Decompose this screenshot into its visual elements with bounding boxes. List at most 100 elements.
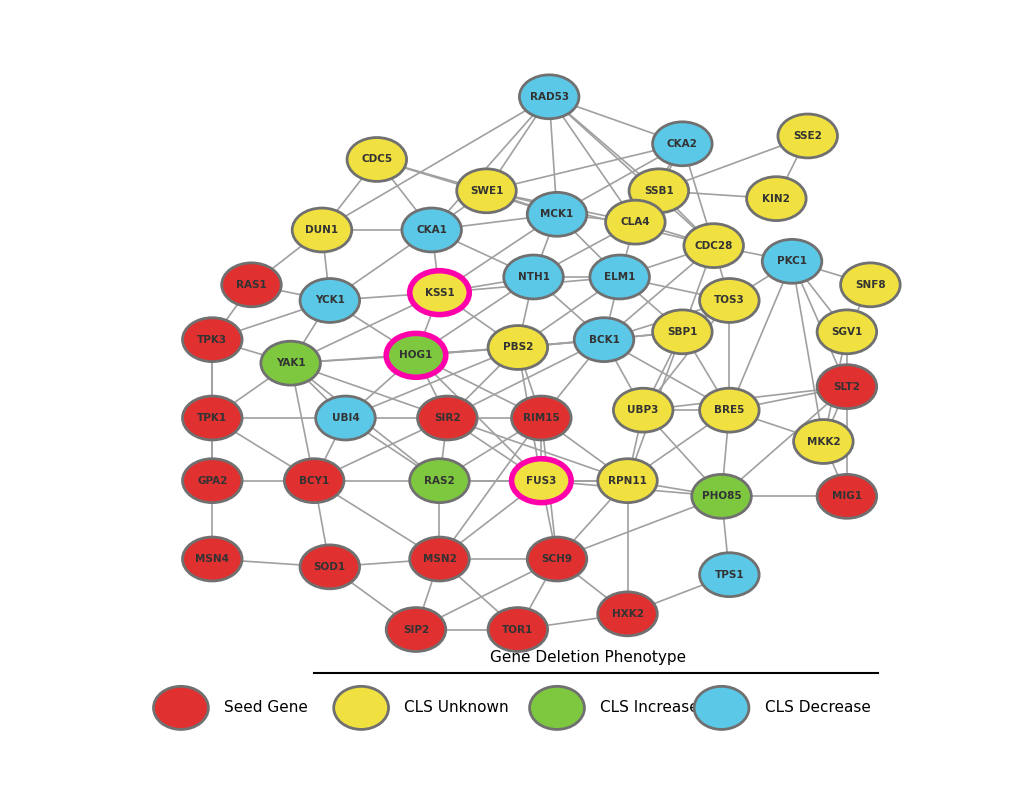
Ellipse shape xyxy=(605,200,664,244)
Ellipse shape xyxy=(386,608,445,652)
Ellipse shape xyxy=(154,686,208,729)
Text: CLS Decrease: CLS Decrease xyxy=(764,701,869,716)
Text: CLA4: CLA4 xyxy=(620,217,649,227)
Text: ELM1: ELM1 xyxy=(603,272,635,282)
Ellipse shape xyxy=(182,318,242,361)
Text: TOR1: TOR1 xyxy=(501,625,533,634)
Text: UBP3: UBP3 xyxy=(627,406,658,415)
Ellipse shape xyxy=(699,553,758,596)
Text: PHO85: PHO85 xyxy=(701,492,741,501)
Ellipse shape xyxy=(457,169,516,213)
Text: SWE1: SWE1 xyxy=(470,185,502,196)
Ellipse shape xyxy=(487,608,547,652)
Ellipse shape xyxy=(652,310,711,353)
Ellipse shape xyxy=(693,686,748,729)
Text: SLT2: SLT2 xyxy=(833,382,859,391)
Ellipse shape xyxy=(291,208,352,252)
Text: HOG1: HOG1 xyxy=(399,350,432,361)
Ellipse shape xyxy=(684,224,743,267)
Ellipse shape xyxy=(182,537,242,581)
Ellipse shape xyxy=(519,75,579,118)
Text: MKK2: MKK2 xyxy=(806,436,840,447)
Ellipse shape xyxy=(529,686,584,729)
Text: BCK1: BCK1 xyxy=(588,335,619,345)
Ellipse shape xyxy=(746,177,805,221)
Text: CLS Unknown: CLS Unknown xyxy=(404,701,508,716)
Ellipse shape xyxy=(527,537,586,581)
Text: YCK1: YCK1 xyxy=(315,296,344,305)
Text: MSN2: MSN2 xyxy=(422,554,455,564)
Ellipse shape xyxy=(699,388,758,432)
Text: CLS Increase: CLS Increase xyxy=(599,701,698,716)
Ellipse shape xyxy=(597,592,656,636)
Text: PBS2: PBS2 xyxy=(502,342,533,353)
Text: TPK1: TPK1 xyxy=(197,413,227,423)
Ellipse shape xyxy=(410,458,469,503)
Ellipse shape xyxy=(410,271,469,315)
Ellipse shape xyxy=(410,537,469,581)
Ellipse shape xyxy=(816,474,875,518)
Text: UBI4: UBI4 xyxy=(331,413,359,423)
Text: BCY1: BCY1 xyxy=(299,476,329,486)
Ellipse shape xyxy=(261,341,320,385)
Text: PKC1: PKC1 xyxy=(776,256,806,267)
Ellipse shape xyxy=(221,263,281,307)
Text: SSB1: SSB1 xyxy=(643,185,674,196)
Ellipse shape xyxy=(777,114,837,158)
Text: HXK2: HXK2 xyxy=(611,609,643,619)
Text: CKA1: CKA1 xyxy=(416,225,446,235)
Text: RPN11: RPN11 xyxy=(607,476,646,486)
Text: KIN2: KIN2 xyxy=(761,193,790,204)
Text: Seed Gene: Seed Gene xyxy=(224,701,308,716)
Text: RAS2: RAS2 xyxy=(424,476,454,486)
Text: GPA2: GPA2 xyxy=(197,476,227,486)
Text: RIM15: RIM15 xyxy=(523,413,559,423)
Ellipse shape xyxy=(589,255,649,299)
Ellipse shape xyxy=(691,474,751,518)
Ellipse shape xyxy=(527,193,586,236)
Text: KSS1: KSS1 xyxy=(424,288,453,297)
Text: MCK1: MCK1 xyxy=(540,209,573,219)
Ellipse shape xyxy=(816,365,875,409)
Text: TPK3: TPK3 xyxy=(197,335,227,345)
Ellipse shape xyxy=(333,686,388,729)
Ellipse shape xyxy=(284,458,343,503)
Text: CKA2: CKA2 xyxy=(666,139,697,149)
Ellipse shape xyxy=(612,388,673,432)
Text: CDC5: CDC5 xyxy=(361,155,392,164)
Text: TPS1: TPS1 xyxy=(714,570,744,580)
Text: YAK1: YAK1 xyxy=(275,358,305,368)
Text: BRE5: BRE5 xyxy=(713,406,744,415)
Text: CDC28: CDC28 xyxy=(694,241,733,251)
Ellipse shape xyxy=(300,545,360,589)
Ellipse shape xyxy=(346,137,407,181)
Text: SBP1: SBP1 xyxy=(666,327,697,337)
Text: Gene Deletion Phenotype: Gene Deletion Phenotype xyxy=(490,650,686,665)
Text: SNF8: SNF8 xyxy=(854,280,884,290)
Ellipse shape xyxy=(840,263,900,307)
Text: SIR2: SIR2 xyxy=(434,413,461,423)
Ellipse shape xyxy=(597,458,656,503)
Ellipse shape xyxy=(761,239,821,283)
Ellipse shape xyxy=(512,458,571,503)
Text: MSN4: MSN4 xyxy=(195,554,229,564)
Ellipse shape xyxy=(300,279,360,323)
Ellipse shape xyxy=(512,396,571,440)
Text: SSE2: SSE2 xyxy=(793,131,821,141)
Text: SIP2: SIP2 xyxy=(403,625,429,634)
Ellipse shape xyxy=(401,208,461,252)
Text: SCH9: SCH9 xyxy=(541,554,572,564)
Ellipse shape xyxy=(182,458,242,503)
Ellipse shape xyxy=(652,122,711,166)
Text: RAS1: RAS1 xyxy=(235,280,267,290)
Ellipse shape xyxy=(487,326,547,369)
Text: FUS3: FUS3 xyxy=(526,476,556,486)
Text: NTH1: NTH1 xyxy=(517,272,549,282)
Ellipse shape xyxy=(574,318,633,361)
Ellipse shape xyxy=(629,169,688,213)
Text: MIG1: MIG1 xyxy=(832,492,861,501)
Ellipse shape xyxy=(417,396,477,440)
Text: TOS3: TOS3 xyxy=(713,296,744,305)
Ellipse shape xyxy=(816,310,875,353)
Text: SGV1: SGV1 xyxy=(830,327,862,337)
